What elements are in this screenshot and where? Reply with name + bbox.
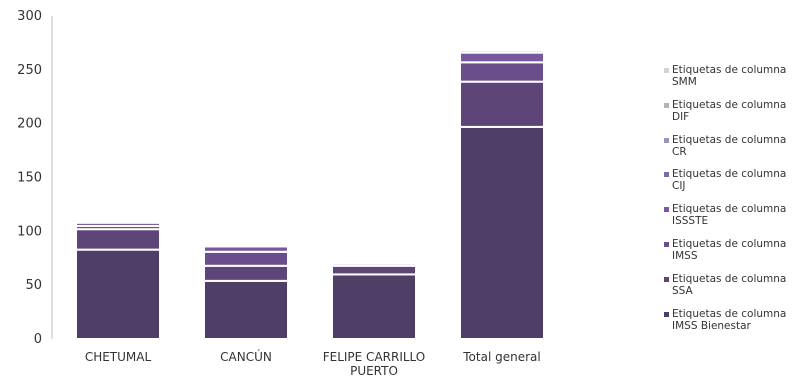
y-tick-label: 150 bbox=[17, 171, 42, 186]
legend-label-line: Etiquetas de columna bbox=[672, 64, 787, 76]
legend-label-line: Etiquetas de columna bbox=[672, 133, 787, 146]
legend-label-line: Etiquetas de columna bbox=[672, 203, 787, 216]
bar-segment bbox=[331, 260, 417, 264]
bar-segment bbox=[331, 264, 417, 276]
legend-item: Etiquetas de columna SMM bbox=[662, 64, 796, 99]
bar-segment bbox=[331, 273, 417, 340]
legend-label: Etiquetas de columna DIF bbox=[672, 99, 796, 123]
legend-label-line: Etiquetas de columna bbox=[672, 237, 787, 250]
legend-label-line: Etiquetas de columna bbox=[672, 307, 787, 320]
legend-swatch bbox=[664, 68, 669, 73]
x-tick-label: FELIPE CARRILLO bbox=[323, 350, 426, 364]
y-tick-label: 300 bbox=[17, 9, 42, 24]
legend-swatch bbox=[664, 207, 669, 213]
bar-segment bbox=[203, 250, 289, 267]
bar-segment bbox=[459, 49, 545, 54]
bars bbox=[75, 49, 545, 341]
bar-segment bbox=[203, 264, 289, 282]
bar-segment bbox=[459, 80, 545, 128]
legend-label-line: Etiquetas de columna bbox=[672, 168, 787, 181]
legend-item: Etiquetas de columna ISSSTE bbox=[662, 203, 796, 238]
bar-segment bbox=[203, 279, 289, 340]
legend-swatch bbox=[664, 241, 669, 247]
legend-label-line: CIJ bbox=[672, 180, 686, 193]
legend-label-line: DIF bbox=[672, 110, 690, 123]
x-tick-label: CHETUMAL bbox=[85, 350, 152, 364]
legend-swatch bbox=[664, 102, 669, 108]
bar-segment bbox=[459, 51, 545, 64]
y-tick-label: 200 bbox=[17, 117, 42, 132]
y-tick-label: 0 bbox=[34, 332, 42, 347]
legend-item: Etiquetas de columna IMSS bbox=[662, 238, 796, 273]
legend-label-line: SMM bbox=[672, 76, 697, 88]
legend-label-line: ISSSTE bbox=[672, 215, 709, 228]
legend-swatch bbox=[664, 172, 669, 178]
bar-segment bbox=[459, 61, 545, 83]
y-tick-label: 250 bbox=[17, 63, 42, 78]
legend-swatch bbox=[664, 311, 669, 317]
legend-item: Etiquetas de columna CIJ bbox=[662, 168, 796, 203]
legend-label: Etiquetas de columna SSA bbox=[672, 273, 796, 297]
legend-swatch bbox=[664, 276, 669, 282]
y-tick-label: 50 bbox=[25, 278, 42, 293]
legend-label: Etiquetas de columna IMSS bbox=[672, 238, 796, 262]
legend-label: Etiquetas de columna ISSSTE bbox=[672, 203, 796, 227]
bar-segment bbox=[75, 248, 161, 341]
legend-item: Etiquetas de columna IMSS Bienestar bbox=[662, 308, 796, 343]
legend-label: Etiquetas de columna IMSS Bienestar bbox=[672, 308, 796, 332]
x-tick-label: CANCÚN bbox=[220, 349, 272, 364]
legend-label-line: Etiquetas de columna bbox=[672, 98, 787, 111]
legend-label: Etiquetas de columna SMM bbox=[672, 64, 796, 88]
x-tick-label: PUERTO bbox=[350, 364, 398, 378]
x-tick-label: Total general bbox=[462, 350, 540, 364]
legend-label-line: IMSS Bienestar bbox=[672, 319, 751, 332]
legend-label: Etiquetas de columna CR bbox=[672, 134, 796, 158]
legend-swatch bbox=[664, 137, 669, 143]
legend-label-line: Etiquetas de columna bbox=[672, 272, 787, 285]
legend: Etiquetas de columna SMM Etiquetas de colu… bbox=[662, 64, 796, 342]
bar-segment bbox=[203, 244, 289, 248]
legend-label-line: IMSS bbox=[672, 249, 698, 262]
y-axis: 0 50 100 150 200 250 300 bbox=[17, 9, 53, 347]
legend-label: Etiquetas de columna CIJ bbox=[672, 168, 796, 192]
legend-label-line: SSA bbox=[672, 284, 693, 297]
y-tick-label: 100 bbox=[17, 224, 42, 239]
legend-item: Etiquetas de columna SSA bbox=[662, 273, 796, 308]
legend-item: Etiquetas de columna DIF bbox=[662, 99, 796, 134]
bar-segment bbox=[459, 125, 545, 340]
legend-label-line: CR bbox=[672, 145, 687, 158]
bar-segment bbox=[75, 228, 161, 251]
legend-item: Etiquetas de columna CR bbox=[662, 134, 796, 169]
bar-segment bbox=[75, 220, 161, 224]
